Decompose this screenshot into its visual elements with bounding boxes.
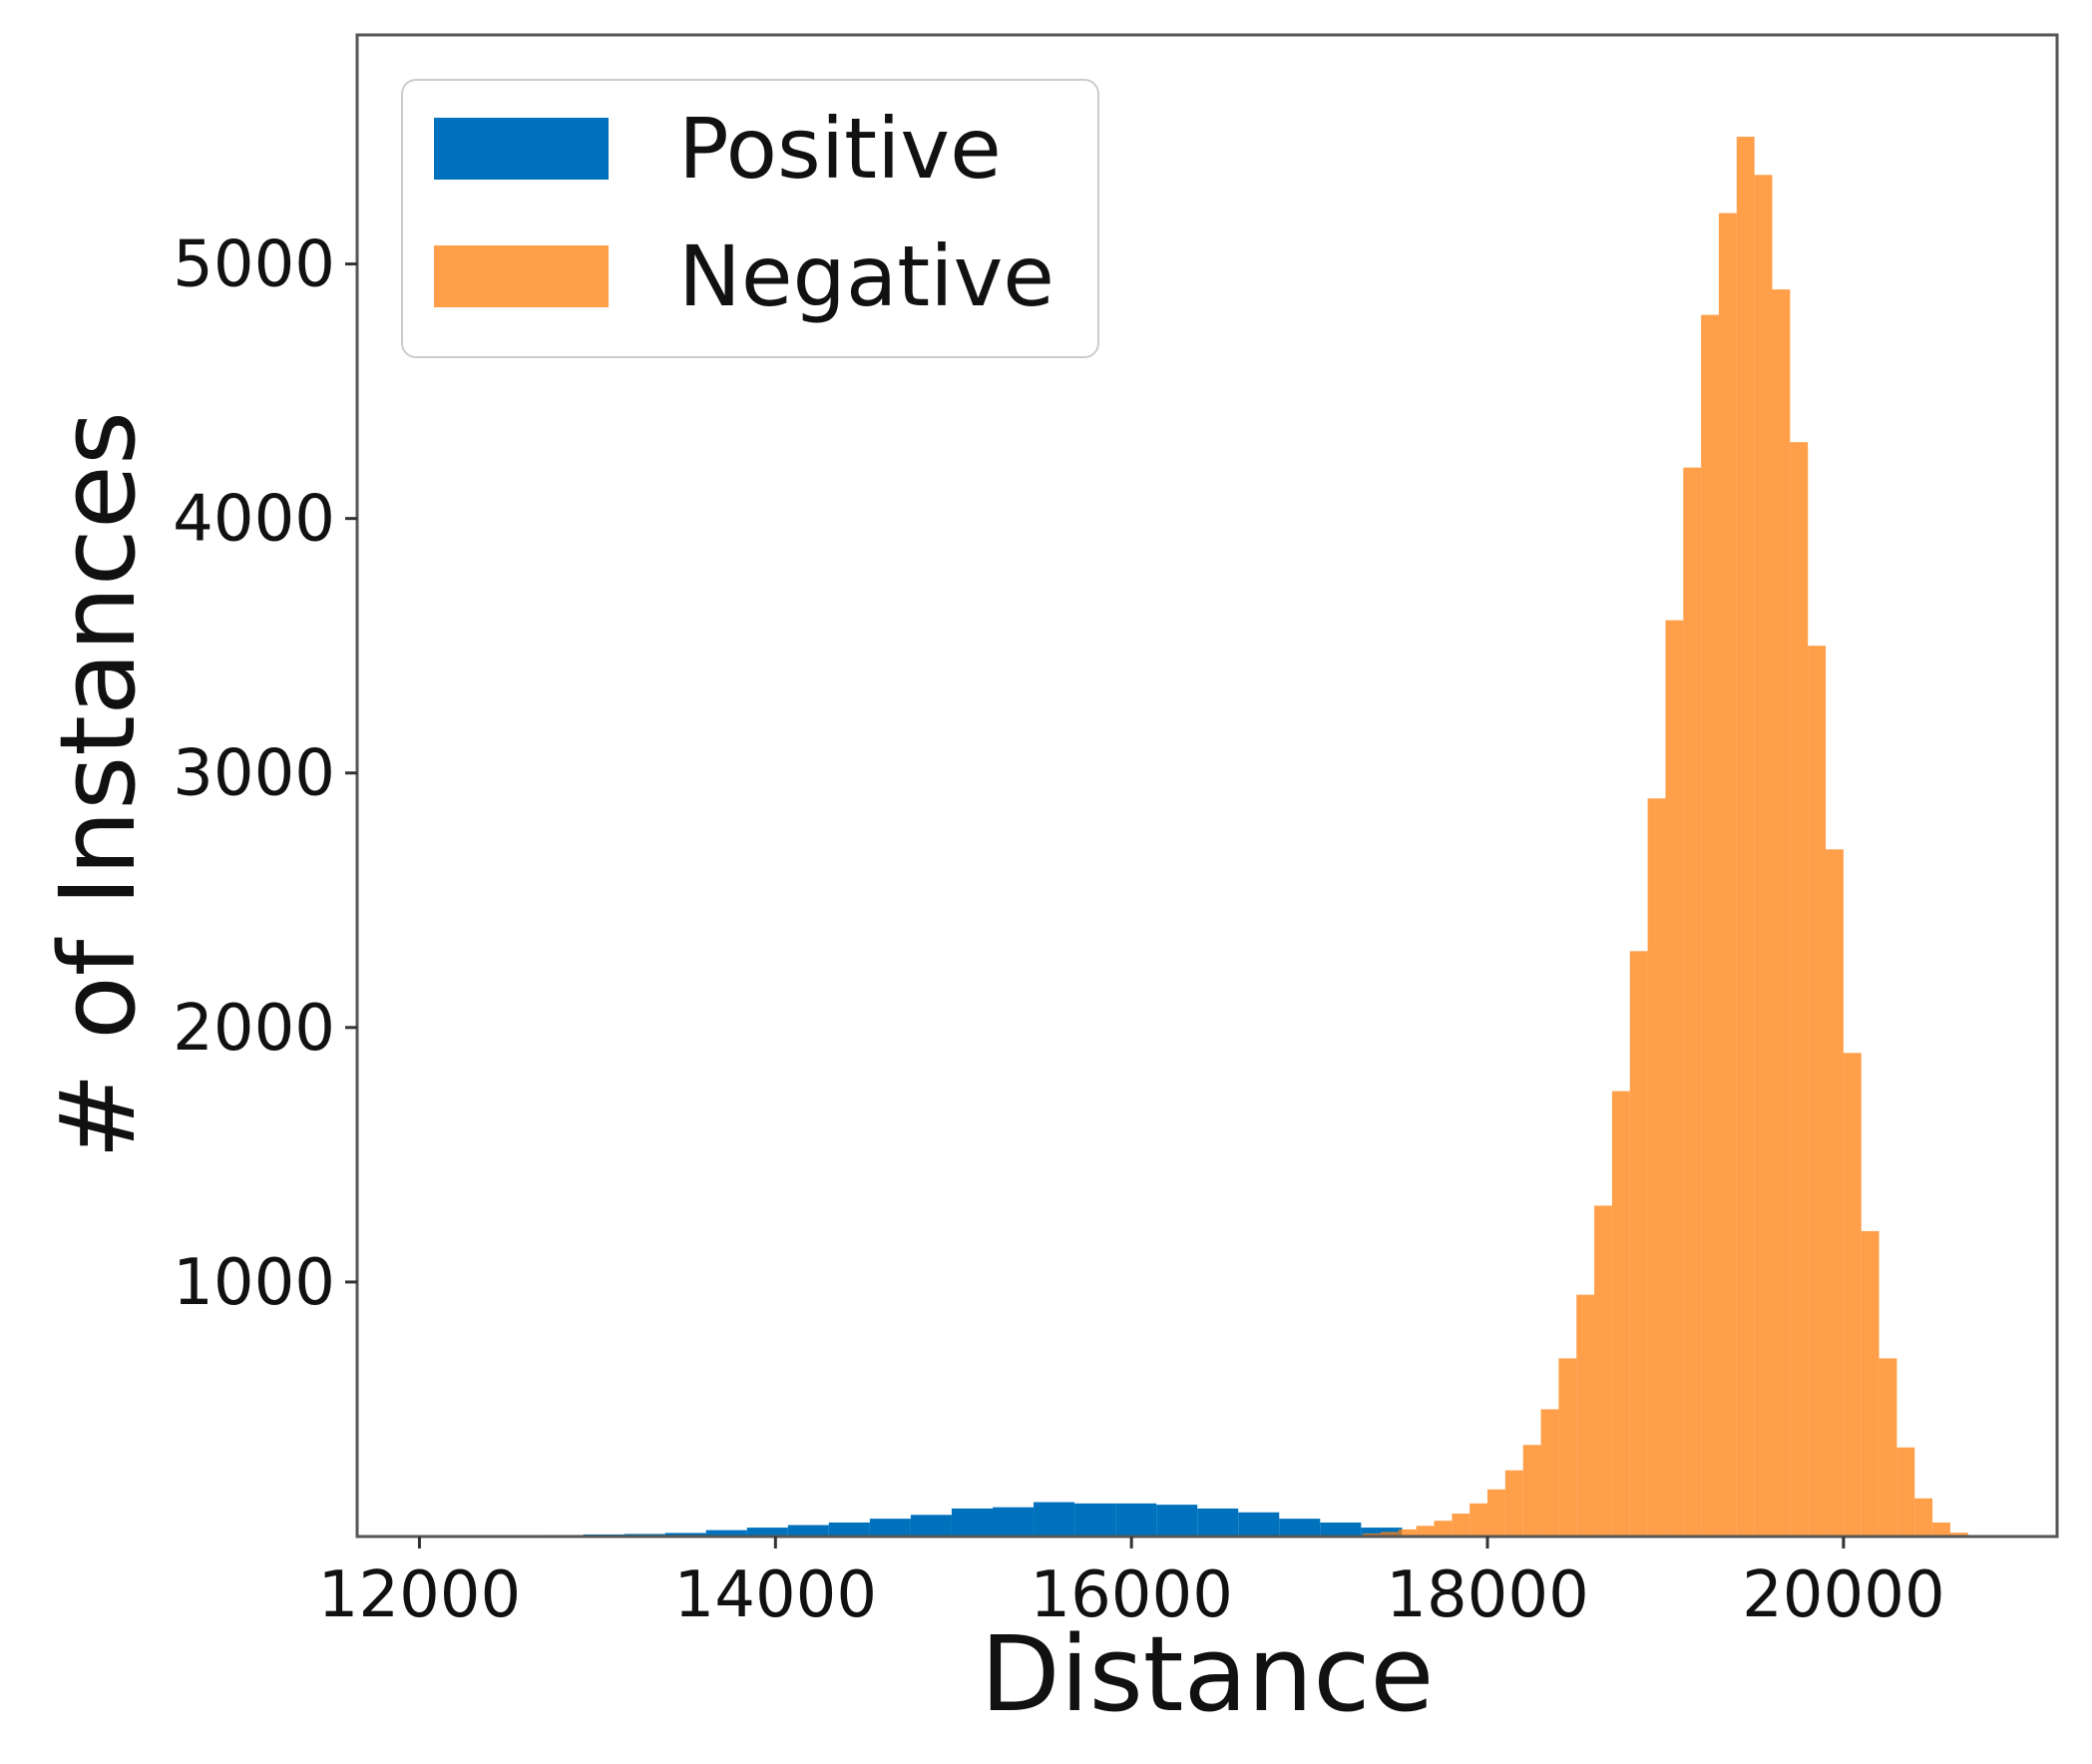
negative-bar-7	[1487, 1489, 1505, 1537]
x-axis-title: Distance	[981, 1613, 1435, 1735]
y-tick-label-2: 3000	[173, 737, 335, 811]
y-tick-label-1: 2000	[173, 992, 335, 1066]
negative-bar-3	[1416, 1526, 1435, 1537]
negative-bar-30	[1896, 1447, 1915, 1537]
negative-bar-9	[1522, 1445, 1541, 1537]
x-axis: 12000 14000 16000 18000 20000	[318, 1537, 1945, 1632]
legend-swatch-negative	[434, 245, 609, 307]
negative-bar-19	[1701, 314, 1719, 1538]
positive-bar-6	[664, 1533, 706, 1537]
positive-bar-7	[705, 1530, 747, 1537]
legend-label-positive: Positive	[678, 100, 1002, 198]
negative-bar-21	[1736, 137, 1755, 1537]
negative-bar-22	[1754, 175, 1773, 1537]
negative-bar-1	[1380, 1532, 1399, 1537]
positive-bar-13	[951, 1508, 993, 1537]
legend-swatch-positive	[434, 118, 609, 180]
negative-bar-12	[1576, 1294, 1595, 1537]
positive-bar-14	[992, 1507, 1035, 1537]
negative-bar-4	[1434, 1521, 1453, 1537]
negative-bar-33	[1949, 1533, 1968, 1537]
positive-bar-9	[787, 1525, 829, 1537]
negative-bar-27	[1843, 1053, 1862, 1537]
negative-bars	[1363, 137, 1968, 1538]
legend: Positive Negative	[401, 79, 1099, 358]
positive-bar-12	[910, 1515, 952, 1537]
negative-bar-20	[1718, 213, 1737, 1537]
negative-bar-13	[1594, 1205, 1612, 1537]
negative-bar-17	[1665, 620, 1684, 1537]
y-tick-label-3: 4000	[173, 483, 335, 557]
negative-bar-25	[1808, 646, 1827, 1537]
positive-bar-20	[1238, 1512, 1280, 1537]
positive-bar-15	[1034, 1502, 1075, 1537]
legend-label-negative: Negative	[678, 227, 1054, 325]
negative-bar-15	[1629, 951, 1648, 1537]
negative-bar-23	[1772, 289, 1791, 1538]
y-tick-label-4: 5000	[173, 228, 335, 302]
negative-bar-10	[1540, 1409, 1559, 1537]
negative-bar-6	[1469, 1503, 1488, 1537]
positive-bar-18	[1156, 1505, 1198, 1537]
positive-bar-21	[1279, 1519, 1321, 1537]
positive-bar-10	[828, 1522, 870, 1537]
negative-bar-0	[1363, 1533, 1381, 1537]
positive-bar-22	[1320, 1522, 1362, 1537]
y-axis: 1000 2000 3000 4000 5000	[173, 228, 357, 1320]
positive-bar-19	[1197, 1508, 1239, 1537]
y-tick-label-0: 1000	[173, 1246, 335, 1320]
positive-bar-17	[1115, 1503, 1157, 1537]
x-tick-label-3: 18000	[1386, 1558, 1589, 1632]
x-tick-label-4: 20000	[1742, 1558, 1945, 1632]
x-tick-label-2: 16000	[1030, 1558, 1233, 1632]
positive-bar-11	[869, 1519, 911, 1537]
negative-bar-18	[1683, 467, 1702, 1537]
x-tick-label-1: 14000	[674, 1558, 878, 1632]
negative-bar-8	[1504, 1470, 1523, 1537]
negative-bar-5	[1452, 1514, 1470, 1537]
x-tick-label-0: 12000	[318, 1558, 522, 1632]
negative-bar-28	[1861, 1230, 1880, 1537]
negative-bar-2	[1398, 1529, 1417, 1537]
positive-bar-8	[746, 1528, 788, 1537]
negative-bar-29	[1879, 1358, 1897, 1537]
negative-bar-32	[1932, 1522, 1950, 1537]
positive-bars	[419, 1502, 1403, 1537]
negative-bar-16	[1647, 798, 1666, 1537]
positive-bar-16	[1074, 1503, 1116, 1537]
negative-bar-26	[1826, 849, 1844, 1537]
negative-bar-31	[1914, 1498, 1933, 1537]
negative-bar-14	[1611, 1091, 1630, 1537]
negative-bar-24	[1790, 442, 1809, 1537]
negative-bar-11	[1558, 1358, 1577, 1537]
plot-frame	[355, 33, 2059, 1539]
y-axis-title: # of Instances	[37, 411, 159, 1159]
